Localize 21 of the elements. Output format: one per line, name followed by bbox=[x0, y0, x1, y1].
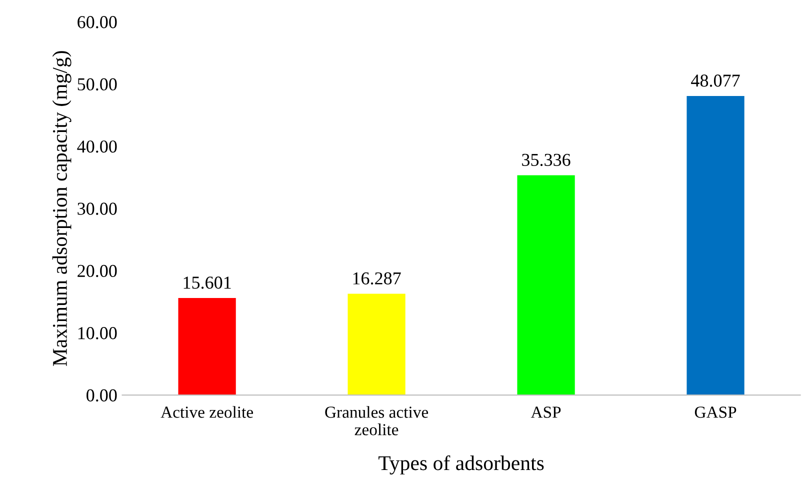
y-tick-label: 0.00 bbox=[86, 389, 117, 402]
y-tick-label: 30.00 bbox=[78, 202, 117, 215]
y-tick-label: 60.00 bbox=[78, 16, 117, 28]
x-tick-label: GASP bbox=[694, 406, 736, 418]
data-label: 35.336 bbox=[522, 154, 570, 166]
y-tick-label: 20.00 bbox=[78, 264, 117, 278]
data-label: 16.287 bbox=[353, 272, 401, 285]
x-tick-label: Active zeolite bbox=[160, 406, 253, 418]
bar bbox=[178, 298, 236, 396]
data-label: 48.077 bbox=[691, 74, 740, 87]
x-tick-label: Granules active zeolite bbox=[325, 406, 428, 436]
x-tick-label: ASP bbox=[530, 406, 561, 418]
y-tick-label: 40.00 bbox=[77, 140, 117, 153]
y-tick-label: 10.00 bbox=[78, 327, 117, 340]
data-label: 15.601 bbox=[184, 276, 231, 289]
bar bbox=[686, 96, 744, 396]
bar bbox=[517, 175, 575, 396]
bar bbox=[348, 294, 406, 396]
y-tick-label: 50.00 bbox=[78, 78, 117, 91]
x-axis-title: Types of adsorbents bbox=[378, 455, 544, 474]
y-axis-title: Maximum adsorption capacity (mg/g) bbox=[52, 51, 72, 366]
